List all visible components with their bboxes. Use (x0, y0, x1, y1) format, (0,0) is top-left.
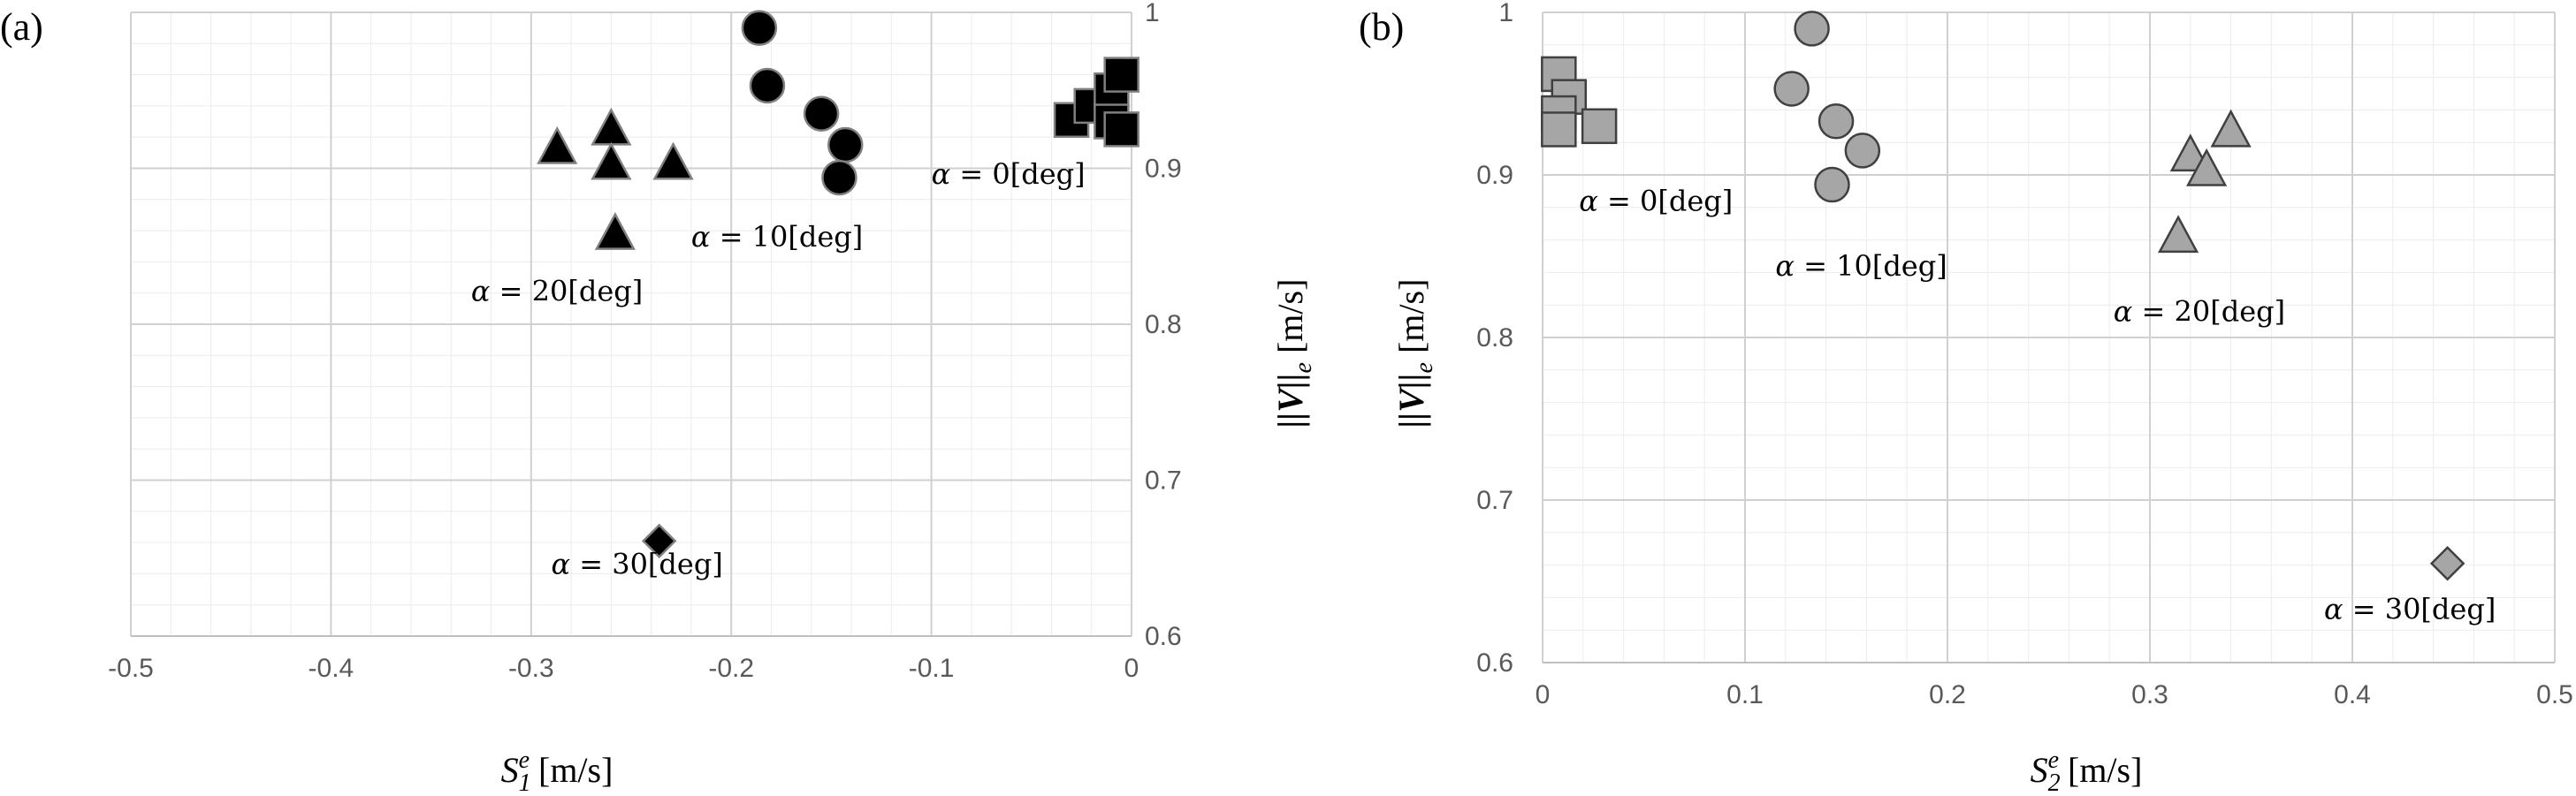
circle-point (827, 126, 864, 163)
panel-a-x-tick-labels: -0.5 -0.4 -0.3 -0.2 -0.1 0 (108, 654, 1139, 683)
y-tick-label: 0.7 (1476, 486, 1513, 515)
y-tick-label: 0.7 (1145, 466, 1182, 496)
x-tick-label: 0 (1124, 654, 1139, 683)
angle-annotation: α = 0[deg] (932, 157, 1086, 191)
panel-b-label: (b) (1359, 5, 1404, 49)
panel-b-x-tick-labels: 0 0.1 0.2 0.3 0.4 0.5 (1536, 680, 2573, 709)
circle-point (1818, 103, 1855, 140)
x-tick-label: 0.5 (2536, 680, 2573, 709)
panel-b-major-grid (1542, 11, 2556, 663)
y-tick-label: 0.8 (1145, 310, 1182, 339)
square-point (1103, 111, 1139, 148)
circle-point (1844, 133, 1881, 169)
angle-annotation: α = 30[deg] (551, 547, 722, 580)
panel-b-y-axis-title: ||V||e [m/s] (1391, 279, 1438, 428)
angle-annotation: α = 30[deg] (2324, 592, 2496, 625)
circle-point (749, 67, 786, 104)
triangle-point (594, 211, 636, 250)
x-tick-label: 0.1 (1726, 680, 1764, 709)
x-tick-label: 0.3 (2131, 680, 2168, 709)
panel-a-label: (a) (0, 5, 43, 49)
triangle-point (2157, 215, 2199, 254)
y-tick-label: 1 (1145, 0, 1160, 27)
angle-annotation: α = 10[deg] (691, 220, 863, 254)
y-tick-label: 0.6 (1145, 622, 1182, 651)
x-tick-label: -0.2 (708, 654, 754, 683)
panel-a-x-axis-title: S1e [m/s] (501, 747, 614, 796)
panel-b-data-points (1541, 11, 2465, 581)
y-tick-label: 1 (1498, 0, 1513, 27)
panel-a-data-points (537, 10, 1139, 559)
triangle-point (2186, 148, 2228, 186)
square-point (1103, 57, 1139, 93)
square-point (1541, 111, 1577, 148)
square-point (1581, 108, 1618, 145)
x-tick-label: -0.1 (909, 654, 955, 683)
panel-b-x-axis-title: S2e [m/s] (2031, 747, 2143, 796)
triangle-point (591, 107, 632, 146)
x-tick-label: 0.2 (1929, 680, 1966, 709)
angle-annotation: α = 20[deg] (471, 275, 643, 308)
panel-b-scatter-chart: (b) 0 0.1 0.2 0.3 0.4 0.5 0.6 0.7 0.8 0.9 1 α = 0… (1359, 0, 2573, 796)
circle-point (1794, 11, 1830, 47)
panel-a-scatter-chart: (a) -0.5 -0.4 -0.3 -0.2 -0.1 0 0.60.70.80.91 … (0, 0, 1317, 796)
triangle-point (652, 141, 694, 180)
angle-annotation: α = 0[deg] (1579, 184, 1733, 217)
x-tick-label: -0.4 (309, 654, 354, 683)
x-tick-label: -0.3 (508, 654, 554, 683)
panel-a-y-axis-title: ||V||e [m/s] (1270, 279, 1317, 428)
y-tick-label: 0.9 (1145, 155, 1182, 184)
panel-a-major-grid (130, 11, 1132, 637)
y-tick-label: 0.8 (1476, 323, 1513, 353)
panel-a-y-tick-labels: 0.6 0.7 0.8 0.9 1 (1145, 0, 1182, 651)
triangle-point (2210, 109, 2252, 148)
circle-point (1814, 166, 1850, 203)
circle-point (821, 159, 857, 196)
panel-a-annotations: α = 0[deg] α = 10[deg] α = 20[deg] α = 30[d… (471, 157, 1086, 580)
y-tick-label: 0.6 (1476, 648, 1513, 678)
circle-point (1773, 71, 1810, 107)
x-tick-label: 0.4 (2334, 680, 2371, 709)
x-tick-label: -0.5 (108, 654, 154, 683)
diamond-point (641, 523, 677, 559)
y-tick-label: 0.9 (1476, 161, 1513, 190)
triangle-point (537, 125, 578, 164)
circle-point (741, 10, 778, 46)
panel-b-annotations: α = 0[deg] α = 10[deg] α = 20[deg] α = 30[d… (1579, 184, 2496, 625)
panel-b-y-tick-labels: 0.6 0.7 0.8 0.9 1 (1476, 0, 1513, 678)
circle-point (803, 95, 840, 132)
diamond-point (2429, 545, 2465, 581)
x-tick-label: 0 (1536, 680, 1551, 709)
angle-annotation: α = 10[deg] (1775, 249, 1947, 283)
angle-annotation: α = 20[deg] (2114, 295, 2285, 329)
triangle-point (591, 141, 632, 180)
